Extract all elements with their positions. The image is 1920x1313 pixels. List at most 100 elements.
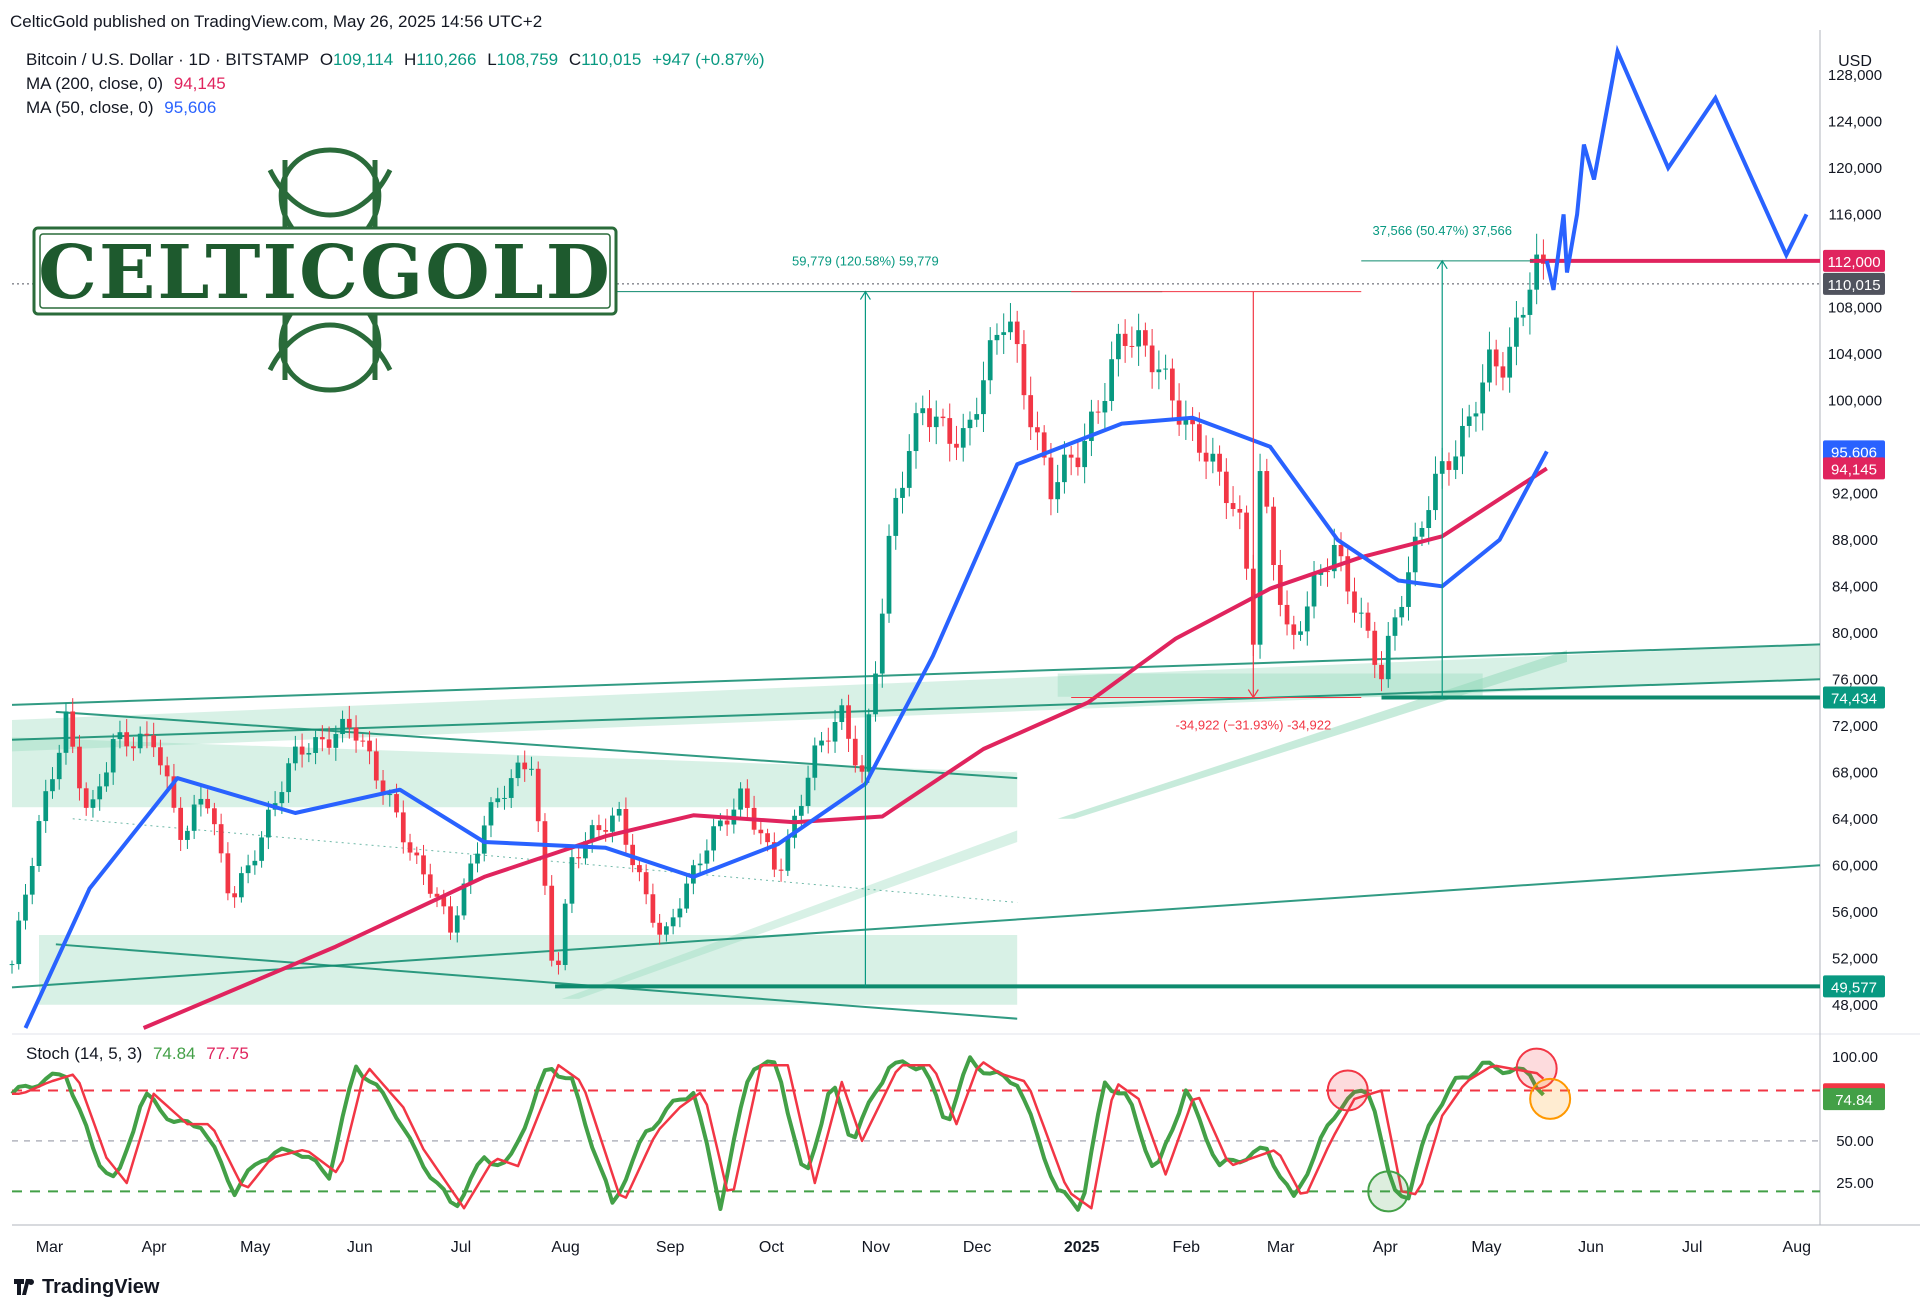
candle-body	[481, 825, 487, 854]
price-label-text: 49,577	[1831, 979, 1877, 996]
currency-label: USD	[1838, 53, 1872, 70]
candle-body	[967, 419, 973, 429]
price-label-text: 112,000	[1827, 254, 1880, 271]
candle-body	[212, 808, 217, 825]
candle-body	[171, 776, 177, 808]
time-tick-label: Nov	[862, 1239, 890, 1256]
descending-channel-top	[55, 710, 1018, 780]
price-label-bg	[1823, 975, 1885, 998]
candle-body	[1298, 631, 1303, 635]
candle-body	[1493, 349, 1499, 367]
stoch-signal-circle-0	[1326, 1069, 1369, 1112]
candle-body	[313, 737, 318, 753]
candle-body	[1412, 536, 1418, 573]
time-tick-label: Mar	[1267, 1239, 1295, 1256]
candle-body	[792, 815, 797, 838]
candle-body	[589, 825, 595, 842]
candle-body	[97, 786, 103, 800]
candle-body	[994, 334, 1000, 341]
candle-body	[664, 926, 669, 935]
candle-body	[50, 779, 55, 792]
price-tick-label: 92,000	[1832, 485, 1878, 502]
candle-body	[1244, 512, 1249, 569]
stoch-tick-label: 50.00	[1836, 1133, 1874, 1150]
price-tick-label: 104,000	[1828, 346, 1882, 363]
time-tick-label: May	[240, 1239, 270, 1256]
candle-body	[178, 807, 184, 840]
candle-body	[104, 772, 109, 787]
candle-body	[765, 833, 770, 843]
candle-body	[151, 735, 157, 748]
tradingview-footer[interactable]: TradingView	[14, 1276, 159, 1299]
candle-body	[400, 812, 406, 843]
candle-body	[637, 865, 642, 873]
candle-body	[758, 829, 764, 834]
candle-body	[70, 711, 76, 747]
candle-body	[1028, 395, 1034, 428]
candle-body	[421, 855, 426, 875]
ma50-label: MA (50, close, 0)	[26, 98, 154, 117]
rising-support-zone	[1057, 650, 1567, 819]
price-label-bg	[1823, 457, 1885, 480]
candle-body	[346, 718, 352, 728]
channel-top-line	[11, 643, 1821, 706]
price-label-badge: 112,000	[1823, 249, 1885, 272]
candle-body	[1331, 544, 1337, 572]
tradingview-logo-icon	[14, 1278, 38, 1295]
ma50-value: 95,606	[164, 98, 217, 117]
candle-body	[785, 837, 791, 871]
candle-body	[1325, 571, 1330, 573]
symbol-legend: Bitcoin / U.S. Dollar · 1D · BITSTAMP O1…	[26, 50, 771, 70]
candle-body	[1358, 612, 1364, 614]
candle-body	[1203, 452, 1209, 462]
candle-body	[1176, 400, 1182, 425]
long-term-support-line	[11, 864, 1821, 989]
candle-body	[535, 768, 541, 822]
candle-body	[16, 920, 22, 965]
candle-body	[319, 737, 325, 740]
time-tick-label: Dec	[963, 1239, 991, 1256]
candle-body	[691, 865, 696, 884]
candle-body	[448, 906, 453, 933]
candle-body	[1284, 604, 1290, 625]
candle-body	[9, 964, 15, 966]
time-tick-label: Oct	[759, 1239, 784, 1256]
candle-body	[724, 820, 730, 825]
candle-body	[960, 428, 966, 448]
price-axis: USD 48,000 52,000 56,000 60,000 64,000 68,000 7…	[1823, 53, 1885, 1014]
time-tick-label: Jul	[1682, 1239, 1702, 1256]
candle-body	[63, 711, 69, 753]
candle-body	[623, 808, 629, 845]
candle-body	[711, 826, 716, 851]
candle-body	[252, 860, 258, 866]
logo-text: CELTICGOLD	[38, 230, 612, 316]
candle-body	[650, 894, 656, 923]
ma200-line	[142, 466, 1548, 1030]
candle-body	[1163, 368, 1168, 370]
ohlc-change: +947 (+0.87%)	[652, 50, 765, 69]
time-tick-label: Feb	[1172, 1239, 1200, 1256]
candle-body	[684, 883, 689, 909]
candle-body	[1129, 345, 1135, 347]
candle-body	[832, 722, 838, 742]
price-tick-label: 64,000	[1832, 811, 1878, 828]
candle-body	[1196, 424, 1202, 453]
candle-body	[542, 821, 548, 886]
ohlc-high: H110,266	[403, 50, 477, 69]
stoch-signal-circle-3	[1529, 1077, 1572, 1120]
candle-body	[778, 869, 784, 871]
candle-body	[164, 765, 170, 777]
candle-body	[569, 857, 575, 904]
candle-body	[947, 418, 953, 444]
candle-body	[468, 863, 474, 884]
time-tick-label: Mar	[36, 1239, 64, 1256]
candle-body	[218, 824, 224, 854]
candle-body	[1426, 510, 1432, 529]
candle-body	[893, 497, 899, 536]
time-tick-label: Aug	[1783, 1239, 1811, 1256]
candle-body	[1095, 411, 1101, 413]
candle-body	[697, 863, 703, 866]
candle-body	[239, 873, 244, 898]
